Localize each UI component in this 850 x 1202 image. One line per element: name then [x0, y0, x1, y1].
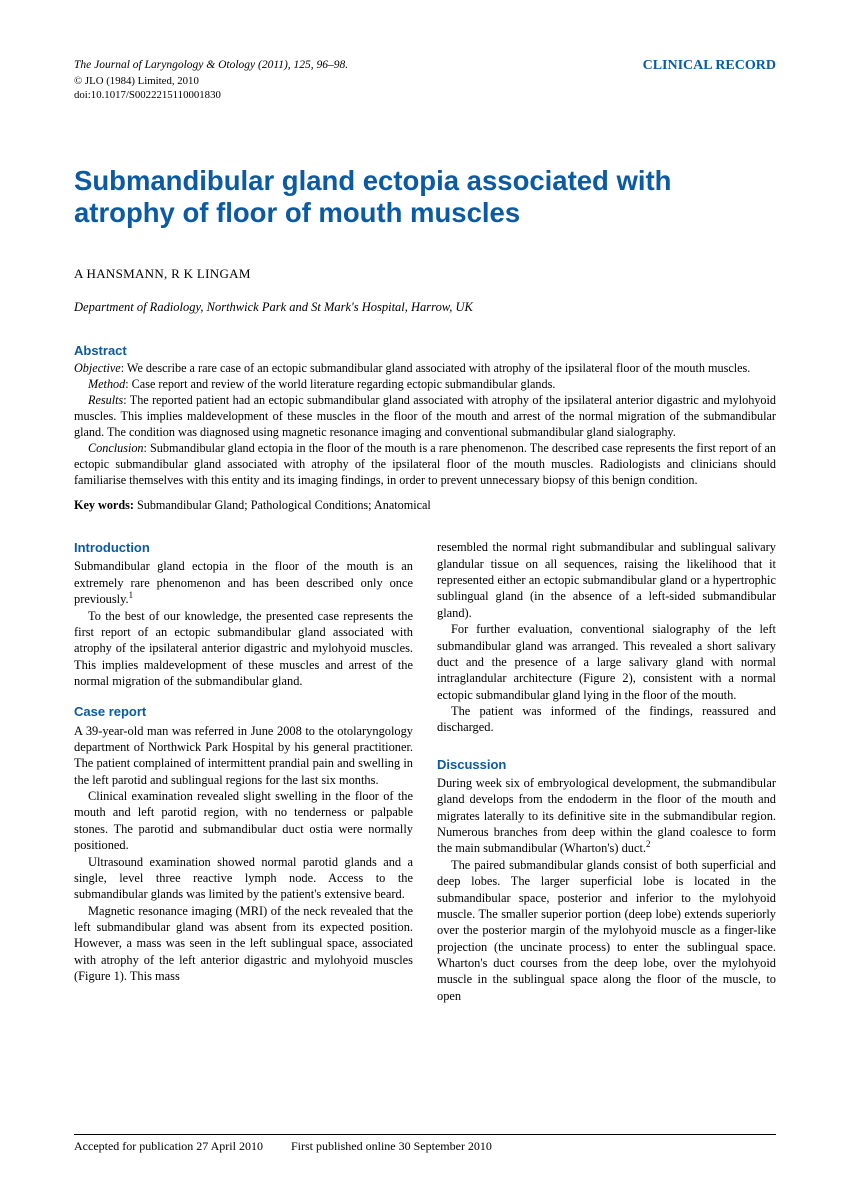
page-header: The Journal of Laryngology & Otology (20… — [74, 58, 776, 103]
keywords-label: Key words: — [74, 498, 134, 512]
abstract-conclusion: Conclusion: Submandibular gland ectopia … — [74, 440, 776, 488]
abstract-block: Objective: We describe a rare case of an… — [74, 360, 776, 489]
published-date: First published online 30 September 2010 — [291, 1139, 492, 1153]
objective-text: : We describe a rare case of an ectopic … — [121, 361, 751, 375]
col2-para-3: The patient was informed of the findings… — [437, 703, 776, 736]
citation-2: 2 — [646, 839, 650, 849]
left-column: Introduction Submandibular gland ectopia… — [74, 539, 413, 1004]
introduction-heading: Introduction — [74, 539, 413, 556]
doi-line: doi:10.1017/S0022215110001830 — [74, 88, 348, 103]
article-title: Submandibular gland ectopia associated w… — [74, 165, 776, 230]
page-footer: Accepted for publication 27 April 2010 Fi… — [74, 1134, 776, 1154]
citation-1: 1 — [129, 590, 133, 600]
body-columns: Introduction Submandibular gland ectopia… — [74, 539, 776, 1004]
journal-citation: The Journal of Laryngology & Otology (20… — [74, 58, 348, 74]
disc-para-2: The paired submandibular glands consist … — [437, 857, 776, 1004]
objective-label: Objective — [74, 361, 121, 375]
col2-para-2: For further evaluation, conventional sia… — [437, 621, 776, 703]
intro-p1-text: Submandibular gland ectopia in the floor… — [74, 559, 413, 606]
disc-p1-text: During week six of embryological develop… — [437, 776, 776, 856]
intro-para-1: Submandibular gland ectopia in the floor… — [74, 558, 413, 607]
abstract-results: Results: The reported patient had an ect… — [74, 392, 776, 440]
article-type-label: CLINICAL RECORD — [643, 58, 776, 74]
affiliation: Department of Radiology, Northwick Park … — [74, 300, 776, 315]
accepted-date: Accepted for publication 27 April 2010 — [74, 1139, 263, 1153]
disc-para-1: During week six of embryological develop… — [437, 775, 776, 857]
keywords-value: Submandibular Gland; Pathological Condit… — [134, 498, 431, 512]
conclusion-label: Conclusion — [88, 441, 144, 455]
case-para-1: A 39-year-old man was referred in June 2… — [74, 723, 413, 789]
abstract-heading: Abstract — [74, 343, 776, 358]
abstract-objective: Objective: We describe a rare case of an… — [74, 360, 776, 376]
abstract-method: Method: Case report and review of the wo… — [74, 376, 776, 392]
keywords-line: Key words: Submandibular Gland; Patholog… — [74, 498, 776, 513]
case-report-heading: Case report — [74, 703, 413, 720]
method-label: Method — [88, 377, 125, 391]
conclusion-text: : Submandibular gland ectopia in the flo… — [74, 441, 776, 487]
results-label: Results — [88, 393, 123, 407]
discussion-heading: Discussion — [437, 756, 776, 773]
case-para-4: Magnetic resonance imaging (MRI) of the … — [74, 903, 413, 985]
case-para-3: Ultrasound examination showed normal par… — [74, 854, 413, 903]
col2-para-1: resembled the normal right submandibular… — [437, 539, 776, 621]
results-text: : The reported patient had an ectopic su… — [74, 393, 776, 439]
method-text: : Case report and review of the world li… — [125, 377, 555, 391]
intro-para-2: To the best of our knowledge, the presen… — [74, 608, 413, 690]
copyright-line: © JLO (1984) Limited, 2010 — [74, 74, 348, 89]
case-para-2: Clinical examination revealed slight swe… — [74, 788, 413, 854]
journal-metadata: The Journal of Laryngology & Otology (20… — [74, 58, 348, 103]
right-column: resembled the normal right submandibular… — [437, 539, 776, 1004]
authors-list: A HANSMANN, R K LINGAM — [74, 266, 776, 282]
